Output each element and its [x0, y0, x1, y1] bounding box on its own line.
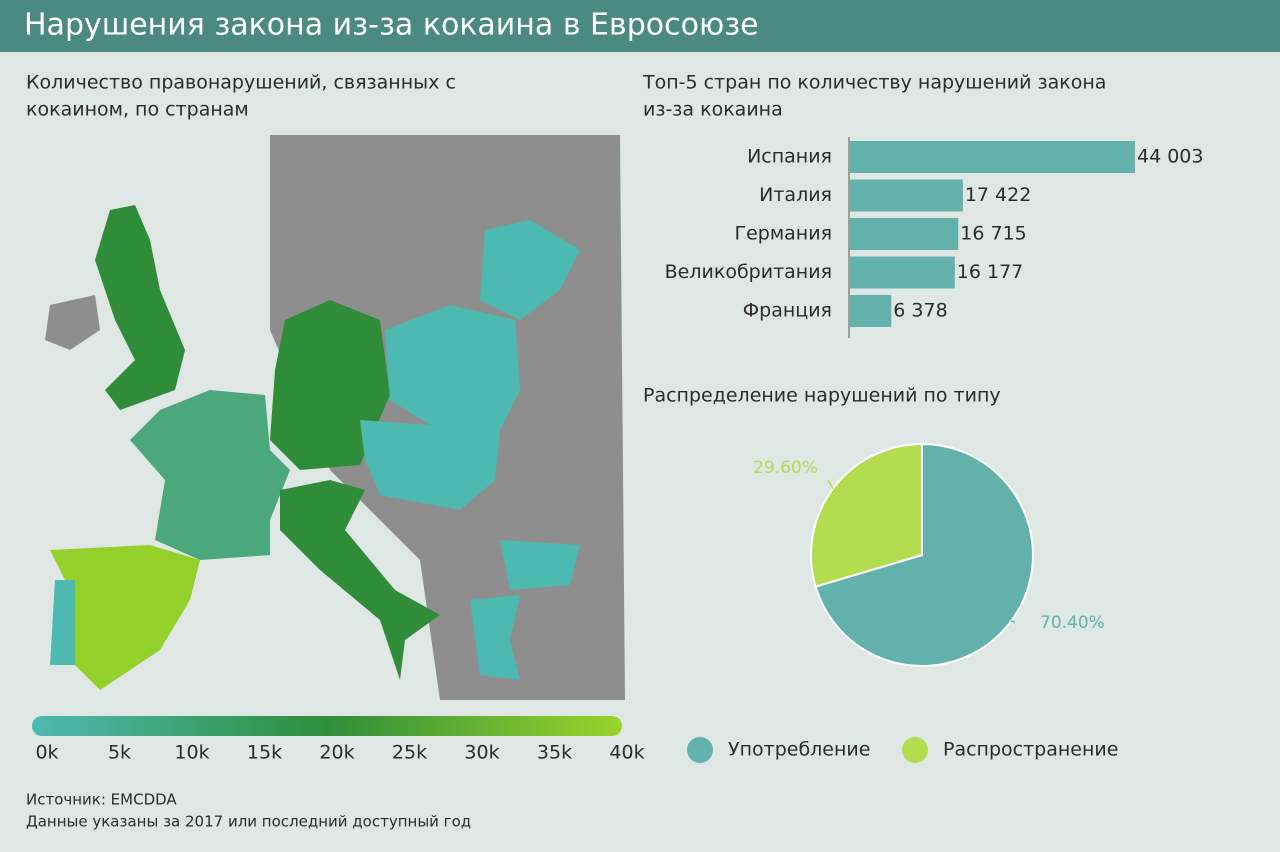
- chart-title: Распределение нарушений по типу: [643, 385, 1001, 407]
- value-label: 16 715: [960, 223, 1026, 245]
- header-bar: [0, 0, 1280, 52]
- value-label: 29.60%: [753, 458, 818, 478]
- legend-tick-label: 20k: [319, 742, 354, 764]
- bar: [850, 179, 963, 212]
- legend-tick-label: 35k: [537, 742, 572, 764]
- value-label: 44 003: [1137, 146, 1203, 168]
- pie-chart: Распределение нарушений по типу 70.40% Упо…: [643, 385, 1118, 763]
- country-central: [360, 420, 500, 510]
- source-note: Данные указаны за 2017 или последний дос…: [26, 813, 471, 831]
- source: Источник: EMCDDA: [26, 791, 177, 809]
- bar: [850, 295, 892, 327]
- bar: [850, 218, 959, 250]
- legend-marker: [902, 737, 928, 763]
- bar: [850, 256, 955, 289]
- country-baltics: [480, 220, 580, 320]
- category-label: Италия: [759, 184, 832, 206]
- country-ie: [45, 295, 100, 350]
- page-title: Нарушения закона из-за кокаина в Евросою…: [24, 8, 759, 43]
- pie-slice: [814, 442, 1034, 667]
- leader-line: [1010, 620, 1016, 623]
- legend-tick-label: 25k: [392, 742, 427, 764]
- value-label: 70.40%: [1040, 613, 1105, 633]
- bar: [850, 141, 1135, 173]
- bar-chart: Топ-5 стран по количеству нарушений зако…: [642, 72, 1203, 338]
- value-label: 16 177: [957, 261, 1023, 283]
- country-uk: [95, 205, 185, 410]
- country-de: [270, 300, 390, 470]
- category-label: Великобритания: [665, 261, 832, 283]
- legend-label: Употребление: [728, 739, 870, 761]
- legend-colorbar: [32, 716, 622, 736]
- country-fr: [130, 390, 290, 560]
- legend-tick-label: 30k: [464, 742, 499, 764]
- category-label: Франция: [743, 300, 832, 322]
- value-label: 6 378: [893, 300, 947, 322]
- legend-tick-label: 5k: [108, 742, 131, 764]
- map-title: кокаином, по странам: [26, 99, 249, 121]
- map-title: Количество правонарушений, связанных с: [26, 72, 456, 94]
- value-label: 17 422: [965, 184, 1031, 206]
- map: [45, 135, 625, 700]
- country-pl: [385, 305, 520, 430]
- legend-label: Распространение: [943, 739, 1118, 761]
- legend-tick-label: 15k: [247, 742, 282, 764]
- legend-tick-label: 10k: [174, 742, 209, 764]
- country-bg: [500, 540, 580, 590]
- country-it: [280, 480, 440, 680]
- chart-title: из-за кокаина: [643, 99, 783, 121]
- legend-marker: [687, 737, 713, 763]
- leader-line: [827, 479, 834, 490]
- country-pt: [50, 580, 75, 665]
- category-label: Испания: [747, 146, 832, 168]
- chart-title: Топ-5 стран по количеству нарушений зако…: [642, 72, 1106, 94]
- country-gr: [470, 595, 520, 680]
- legend-tick-label: 40k: [609, 742, 644, 764]
- country-es: [50, 545, 200, 690]
- category-label: Германия: [734, 223, 832, 245]
- legend-tick-label: 0k: [35, 742, 58, 764]
